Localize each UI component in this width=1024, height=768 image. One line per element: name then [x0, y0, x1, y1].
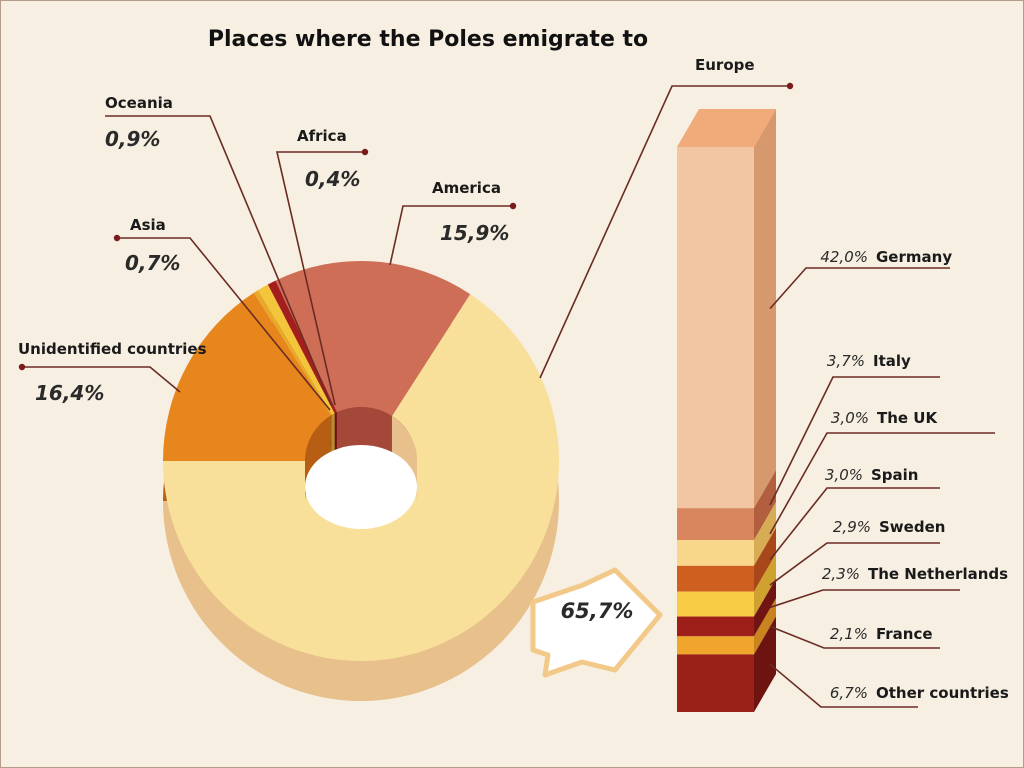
slice-africa: [253, 290, 332, 416]
bar-label-italy: Italy: [873, 352, 911, 370]
leader-bar-other-countries: [769, 663, 918, 708]
slice-america: [163, 292, 331, 461]
bar-value-the-netherlands: 2,3%: [822, 565, 860, 583]
donut-slices: [163, 261, 559, 661]
label-value-unidentified-countries: 16,4%: [35, 381, 104, 405]
hole-wall-oceania: [331, 413, 335, 455]
donut-center: [305, 445, 417, 529]
slice-asia: [267, 280, 337, 414]
bar-side-other-countries: [754, 616, 776, 712]
bar-value-the-uk: 3,0%: [831, 409, 869, 427]
bar-segment-spain: [677, 565, 754, 592]
bar-label-france: France: [876, 625, 933, 643]
bar-segment-the-uk: [677, 540, 754, 566]
label-value-asia: 0,7%: [125, 251, 180, 275]
slice-unidentified-countries: [275, 261, 471, 416]
bar-side-the-uk: [754, 502, 776, 566]
label-name-america: America: [432, 179, 501, 197]
bar-segment-germany: [677, 147, 754, 509]
bar-label-the-netherlands: The Netherlands: [868, 565, 1008, 583]
label-name-unidentified-countries: Unidentified countries: [18, 340, 207, 358]
leader-bar-the-netherlands: [769, 589, 960, 609]
leader-dot-unidentified: [18, 363, 26, 371]
label-name-europe: Europe: [695, 56, 755, 74]
europe-arrow-shape: [530, 567, 663, 678]
bar-side-france: [754, 598, 776, 655]
leader-america: [389, 205, 513, 266]
bar-side-sweden: [754, 553, 776, 617]
leader-europe: [539, 85, 790, 379]
hole-wall-europe: [391, 415, 417, 501]
leader-asia: [117, 237, 331, 411]
leader-unidentified: [22, 366, 181, 393]
label-name-africa: Africa: [297, 127, 347, 145]
bar-value-sweden: 2,9%: [833, 518, 871, 536]
bar-segment-france: [677, 636, 754, 655]
bar-segment-sweden: [677, 591, 754, 617]
leader-africa: [275, 151, 365, 406]
bar-value-italy: 3,7%: [827, 352, 865, 370]
donut-hole: [305, 407, 417, 529]
bar-value-germany: 42,0%: [820, 248, 868, 266]
slice-europe: [163, 294, 559, 661]
leader-bar-spain: [769, 487, 940, 561]
bar-segment-the-netherlands: [677, 616, 754, 637]
bar-side-italy: [754, 470, 776, 541]
europe-stacked-bar: [677, 109, 776, 712]
leader-lines: [18, 82, 995, 708]
hole-wall-asia: [334, 412, 337, 454]
bar-label-sweden: Sweden: [879, 518, 945, 536]
europe-arrow-label: 65,7%: [561, 599, 634, 623]
leader-bar-the-uk: [769, 432, 995, 535]
label-value-africa: 0,4%: [305, 167, 360, 191]
slice-oceania: [258, 284, 335, 415]
leader-oceania: [105, 115, 332, 406]
hole-wall-africa: [330, 414, 332, 456]
bar-side-the-netherlands: [754, 578, 776, 637]
label-name-asia: Asia: [130, 216, 166, 234]
europe-arrow: 65,7%: [530, 567, 663, 678]
bar-label-spain: Spain: [871, 466, 918, 484]
bar-value-france: 2,1%: [830, 625, 868, 643]
bar-segment-italy: [677, 508, 754, 541]
label-value-oceania: 0,9%: [105, 127, 160, 151]
hole-wall-america: [305, 415, 331, 501]
label-name-oceania: Oceania: [105, 94, 173, 112]
label-value-america: 15,9%: [440, 221, 509, 245]
leader-dot-america: [509, 202, 517, 210]
bar-segment-other-countries: [677, 654, 754, 712]
hole-wall-unidentified-countries: [336, 407, 392, 456]
bar-label-the-uk: The UK: [877, 409, 938, 427]
bar-label-germany: Germany: [876, 248, 952, 266]
bar-value-other-countries: 6,7%: [830, 684, 868, 702]
leader-bar-sweden: [769, 542, 940, 586]
bar-value-spain: 3,0%: [825, 466, 863, 484]
leader-bar-germany: [769, 267, 950, 310]
bar-side-germany: [754, 109, 776, 509]
leader-dot-asia: [113, 234, 121, 242]
leader-bar-italy: [769, 376, 940, 506]
leader-dot-africa: [361, 148, 369, 156]
leader-bar-france: [769, 625, 940, 649]
bar-top-face: [677, 109, 776, 147]
bar-side-spain: [754, 527, 776, 592]
chart-title: Places where the Poles emigrate to: [208, 27, 648, 52]
bar-label-other-countries: Other countries: [876, 684, 1009, 702]
data-labels: Europe Oceania 0,9% Africa 0,4% Asia 0,7% Ameri…: [18, 56, 1009, 702]
leader-dot-europe: [786, 82, 794, 90]
